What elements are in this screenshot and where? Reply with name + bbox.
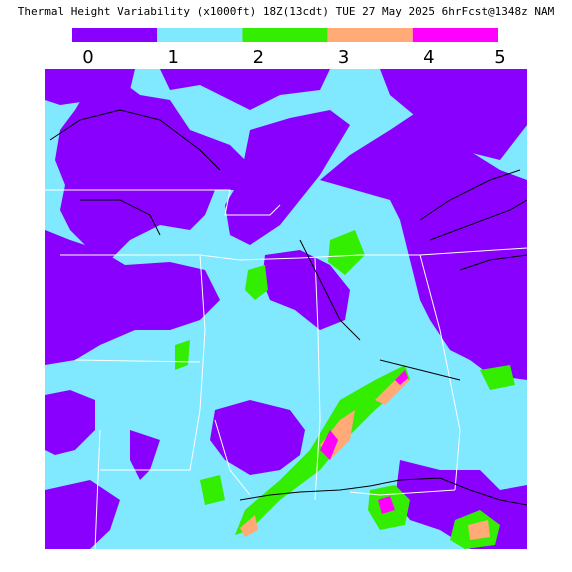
color-swatch [72, 28, 158, 42]
contours-coast [49, 109, 527, 506]
color-swatch [157, 28, 243, 42]
color-bar-label: 1 [167, 47, 178, 68]
color-bar-label: 2 [253, 47, 264, 68]
state-borders [45, 189, 527, 549]
color-bar-labels: 0 1 2 3 4 5 [82, 47, 505, 68]
color-bar-label: 5 [494, 47, 505, 68]
color-bar-label: 3 [338, 47, 349, 68]
color-bar [72, 28, 498, 42]
map-area [45, 69, 527, 549]
low-variability-areas [45, 69, 527, 549]
color-swatch [412, 28, 498, 42]
color-swatch [242, 28, 328, 42]
very-high-variability-areas [320, 370, 408, 514]
color-swatch [327, 28, 413, 42]
color-bar-label: 4 [423, 47, 434, 68]
title: Thermal Height Variability (x1000ft) 18Z… [18, 5, 555, 18]
color-bar-label: 0 [82, 47, 93, 68]
